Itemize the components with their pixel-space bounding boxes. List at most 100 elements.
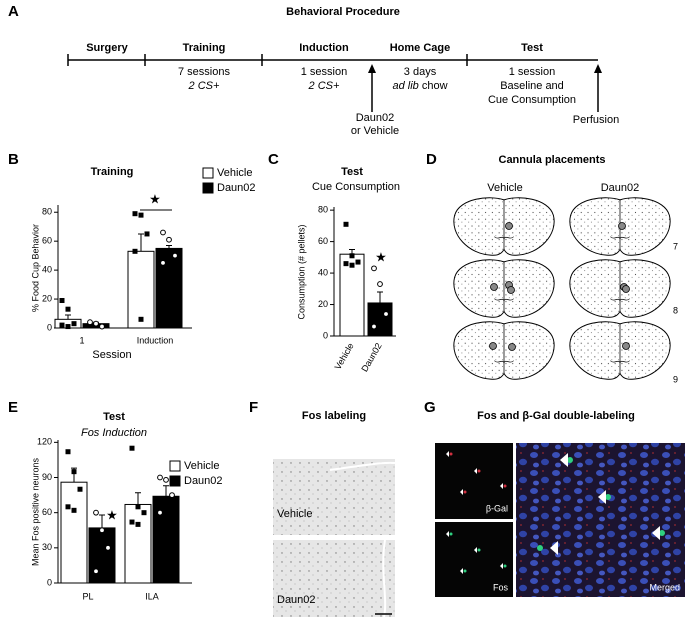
panel-label: G	[424, 399, 436, 416]
panel-label: B	[8, 151, 19, 168]
section-number: 7	[673, 241, 678, 251]
image-label: Vehicle	[277, 508, 312, 520]
legend-swatch	[169, 475, 181, 487]
data-point	[65, 504, 71, 510]
data-point	[138, 316, 144, 322]
image-label: Merged	[649, 582, 680, 592]
bar	[88, 527, 116, 584]
stage-line: ad lib chow	[392, 80, 447, 92]
legend-swatch	[202, 182, 214, 194]
timeline-axis	[67, 54, 599, 112]
group-label: Vehicle	[487, 182, 522, 194]
legend-label: Vehicle	[217, 167, 252, 179]
stage-line: 1 session	[509, 66, 555, 78]
data-point	[87, 319, 93, 326]
data-point	[132, 248, 138, 254]
y-tick-label: 0	[323, 330, 328, 340]
y-tick-label: 90	[42, 472, 52, 482]
y-axis-label: Mean Fos positive neurons	[30, 457, 40, 566]
stage-line: 7 sessions	[178, 66, 230, 78]
bar	[124, 503, 152, 584]
data-point	[166, 236, 172, 243]
arrow-head	[368, 64, 376, 73]
stage-line-part: chow	[422, 80, 448, 92]
error-bar	[163, 485, 169, 497]
x-tick-label: Vehicle	[333, 341, 356, 371]
data-point	[141, 510, 147, 516]
bar	[155, 247, 183, 329]
tissue-edge	[329, 461, 396, 618]
data-point	[129, 445, 135, 451]
stage-line: 2 CS+	[308, 80, 340, 92]
y-axis-label: % Food Cup Behavior	[30, 224, 40, 312]
data-point	[65, 449, 71, 455]
y-tick-label: 0	[47, 322, 52, 332]
data-point	[169, 492, 175, 498]
panel-label: A	[8, 3, 19, 20]
image-label: Daun02	[277, 594, 316, 606]
annotation: ★	[149, 191, 161, 206]
error-bar	[166, 245, 172, 249]
x-tick-label: Induction	[137, 335, 174, 345]
data-point	[93, 568, 99, 575]
event-label: Daun02	[356, 112, 395, 124]
stage-line: 2 CS+	[188, 80, 220, 92]
legend-swatch	[169, 460, 181, 472]
data-point	[172, 252, 178, 259]
x-tick-label: Daun02	[359, 341, 383, 373]
y-tick-label: 80	[42, 207, 52, 217]
bgal-cells	[449, 452, 507, 494]
error-bar	[138, 233, 144, 252]
y-axis-label: Consumption (# pellets)	[296, 224, 306, 319]
y-tick-label: 0	[47, 577, 52, 587]
event-label: or Vehicle	[351, 125, 399, 137]
stage-name: Home Cage	[390, 42, 451, 54]
fos-cells	[449, 457, 665, 573]
data-point	[144, 231, 150, 237]
annotation: ★	[375, 249, 387, 264]
y-tick-label: 20	[318, 299, 328, 309]
section-number: 8	[673, 305, 678, 315]
chart-subtitle: Fos Induction	[81, 427, 147, 439]
bar	[60, 481, 88, 584]
y-tick-label: 80	[318, 205, 328, 215]
data-point	[163, 476, 169, 483]
data-point	[371, 323, 377, 330]
error-bar	[135, 492, 141, 505]
data-point	[157, 474, 163, 481]
legend-label: Vehicle	[184, 460, 219, 472]
data-point	[383, 311, 389, 317]
panel-label: D	[426, 151, 437, 168]
y-tick-label: 40	[42, 264, 52, 274]
data-point	[135, 521, 141, 527]
x-axis-label: Session	[92, 349, 131, 361]
chart-title: Test	[341, 166, 363, 178]
image-label: β-Gal	[486, 503, 508, 513]
data-point	[343, 221, 349, 227]
error-bar	[65, 314, 71, 320]
data-point	[71, 469, 77, 475]
stage-name: Induction	[299, 42, 349, 54]
data-point	[343, 261, 349, 267]
annotation: ★	[106, 507, 118, 522]
data-point	[138, 212, 144, 218]
data-point	[129, 519, 135, 525]
data-point	[93, 509, 99, 516]
data-point	[160, 259, 166, 266]
error-bar	[99, 514, 105, 528]
arrowheads	[446, 451, 660, 574]
data-point	[77, 486, 83, 492]
data-point	[93, 320, 99, 327]
data-point	[105, 544, 111, 551]
y-tick-label: 20	[42, 293, 52, 303]
legend-label: Daun02	[184, 475, 223, 487]
chart-subtitle: Cue Consumption	[312, 181, 400, 193]
legend-label: Daun02	[217, 182, 256, 194]
y-tick-label: 40	[318, 267, 328, 277]
section-number: 9	[673, 374, 678, 384]
x-tick-label: 1	[79, 335, 84, 345]
micrograph	[273, 540, 395, 617]
data-point	[349, 262, 355, 268]
stage-line: Baseline and	[500, 80, 564, 92]
